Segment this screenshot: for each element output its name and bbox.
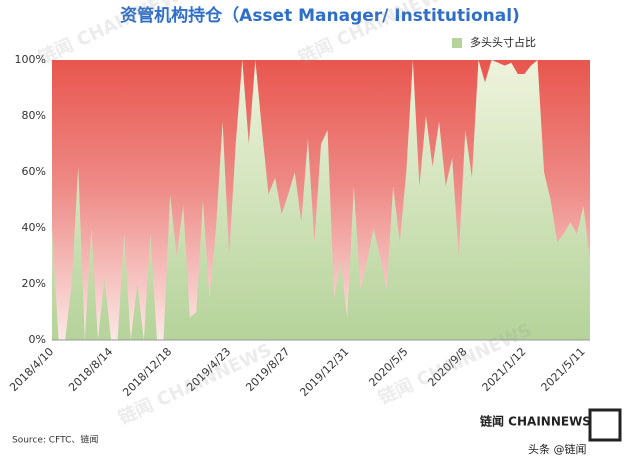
- x-tick-label: 2018/8/14: [66, 345, 115, 394]
- logo: 链闻 CHAINNEWS: [480, 414, 591, 429]
- x-tick-label: 2018/4/10: [7, 345, 56, 394]
- y-tick-label: 0%: [29, 333, 46, 346]
- y-tick-label: 100%: [15, 53, 46, 66]
- y-tick-label: 40%: [22, 221, 46, 234]
- credit: 头条 @链闻: [528, 442, 587, 456]
- legend-label: 多头头寸占比: [470, 35, 536, 49]
- chart-title: 资管机构持仓（Asset Manager/ Institutional): [120, 5, 520, 26]
- source: Source: CFTC、链闻: [12, 434, 98, 446]
- legend-swatch: [452, 38, 462, 48]
- x-tick-label: 2019/12/31: [297, 345, 351, 399]
- y-tick-label: 60%: [22, 165, 46, 178]
- y-tick-label: 80%: [22, 109, 46, 122]
- area: [52, 60, 590, 340]
- qr-code: [588, 408, 622, 442]
- x-tick-label: 2021/5/11: [539, 345, 588, 394]
- y-tick-label: 20%: [22, 277, 46, 290]
